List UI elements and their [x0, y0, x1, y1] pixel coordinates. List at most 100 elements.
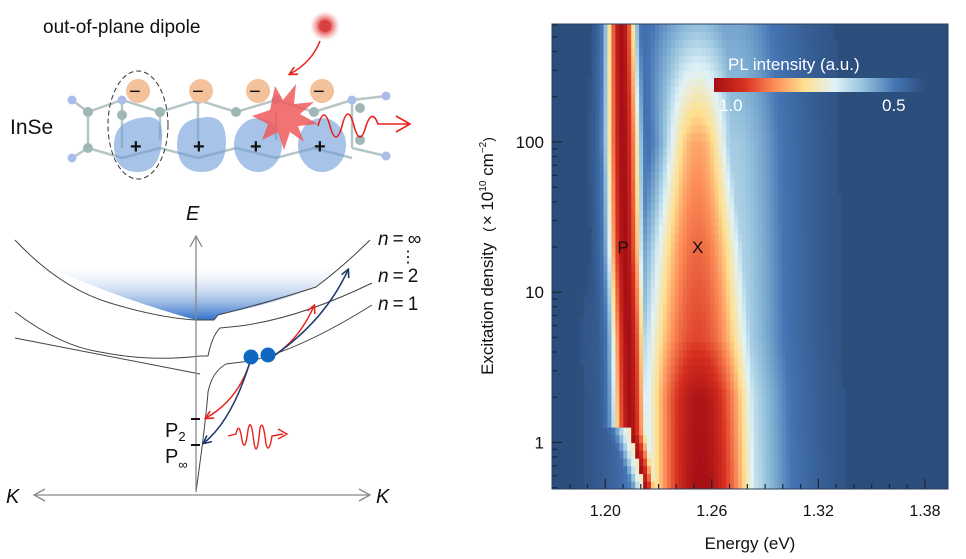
- heatmap-cell: [607, 303, 612, 312]
- heatmap-cell: [817, 186, 822, 196]
- heatmap-cell: [623, 148, 628, 157]
- heatmap-cell: [658, 434, 664, 444]
- heatmap-cell: [761, 171, 767, 180]
- heatmap-cell: [674, 86, 680, 95]
- heatmap-cell: [635, 341, 640, 351]
- heatmap-cell: [734, 132, 739, 141]
- heatmap-cell: [682, 403, 688, 413]
- heatmap-cell: [750, 434, 755, 444]
- heatmap-cell: [623, 233, 628, 242]
- x-tick-label: 1.32: [803, 503, 834, 520]
- heatmap-cell: [666, 279, 672, 289]
- heatmap-cell: [797, 241, 803, 250]
- heatmap-cell: [647, 411, 652, 420]
- heatmap-cell: [591, 210, 597, 219]
- heatmap-cell: [607, 365, 612, 374]
- heatmap-cell: [841, 403, 846, 413]
- heatmap-cell: [742, 365, 747, 374]
- heatmap-cell: [706, 31, 711, 41]
- heatmap-cell: [674, 194, 680, 203]
- heatmap-cell: [714, 256, 719, 265]
- heatmap-cell: [635, 179, 640, 188]
- heatmap-cell: [785, 264, 791, 273]
- heatmap-cell: [821, 225, 826, 234]
- heatmap-cell: [670, 47, 676, 56]
- heatmap-cell: [647, 481, 652, 489]
- heatmap-cell: [754, 450, 759, 459]
- heatmap-cell: [651, 256, 656, 265]
- heatmap-cell: [730, 279, 735, 289]
- heatmap-cell: [686, 171, 692, 180]
- heatmap-cell: [595, 117, 601, 126]
- heatmap-cell: [750, 55, 755, 64]
- heatmap-cell: [694, 349, 700, 358]
- heatmap-cell: [682, 334, 688, 343]
- heatmap-cell: [631, 86, 636, 95]
- heatmap-cell: [631, 217, 636, 227]
- heatmap-cell: [694, 256, 700, 265]
- heatmap-cell: [627, 210, 632, 219]
- heatmap-cell: [825, 186, 830, 196]
- heatmap-cell: [678, 248, 684, 257]
- heatmap-cell: [698, 396, 704, 405]
- heatmap-cell: [773, 388, 779, 397]
- heatmap-cell: [722, 233, 727, 242]
- heatmap-cell: [635, 248, 640, 257]
- heatmap-cell: [651, 31, 656, 41]
- heatmap-cell: [829, 217, 834, 227]
- heatmap-cell: [817, 24, 822, 33]
- heatmap-cell: [750, 458, 755, 467]
- heatmap-cell: [710, 434, 715, 444]
- heatmap-cell: [773, 202, 779, 211]
- heatmap-cell: [773, 318, 779, 327]
- heatmap-cell: [627, 295, 632, 304]
- heatmap-cell: [829, 117, 834, 126]
- heatmap-cell: [666, 442, 672, 451]
- heatmap-cell: [754, 148, 759, 157]
- heatmap-cell: [793, 465, 799, 475]
- heatmap-cell: [591, 163, 597, 172]
- heatmap-cell: [825, 365, 830, 374]
- heatmap-cell: [690, 411, 696, 420]
- heatmap-cell: [738, 31, 743, 41]
- heatmap-cell: [746, 93, 751, 103]
- heatmap-cell: [829, 70, 834, 79]
- heatmap-cell: [710, 458, 715, 467]
- heatmap-cell: [738, 279, 743, 289]
- heatmap-cell: [587, 279, 593, 289]
- heatmap-cell: [643, 24, 648, 33]
- heatmap-cell: [837, 264, 842, 273]
- heatmap-cell: [686, 155, 692, 165]
- heatmap-cell: [607, 411, 612, 420]
- heatmap-cell: [643, 109, 648, 118]
- heatmap-cell: [623, 155, 628, 165]
- heatmap-cell: [627, 396, 632, 405]
- heatmap-cell: [599, 24, 605, 33]
- heatmap-cell: [611, 140, 616, 149]
- heatmap-cell: [607, 264, 612, 273]
- heatmap-cell: [706, 47, 711, 56]
- heatmap-cell: [627, 403, 632, 413]
- heatmap-cell: [686, 295, 692, 304]
- heatmap-cell: [666, 357, 672, 366]
- heatmap-cell: [599, 434, 605, 444]
- heatmap-cell: [674, 272, 680, 281]
- heatmap-cell: [785, 318, 791, 327]
- heatmap-cell: [742, 210, 747, 219]
- heatmap-cell: [769, 473, 775, 482]
- heatmap-cell: [619, 403, 624, 413]
- heatmap-cell: [726, 31, 731, 41]
- heatmap-cell: [825, 341, 830, 351]
- heatmap-cell: [769, 39, 775, 48]
- heatmap-cell: [674, 39, 680, 48]
- heatmap-cell: [742, 442, 747, 451]
- heatmap-cell: [734, 117, 739, 126]
- heatmap-cell: [746, 279, 751, 289]
- heatmap-cell: [746, 411, 751, 420]
- heatmap-cell: [837, 396, 842, 405]
- heatmap-cell: [639, 210, 644, 219]
- heatmap-cell: [631, 132, 636, 141]
- heatmap-cell: [821, 357, 826, 366]
- heatmap-cell: [761, 179, 767, 188]
- heatmap-cell: [821, 24, 826, 33]
